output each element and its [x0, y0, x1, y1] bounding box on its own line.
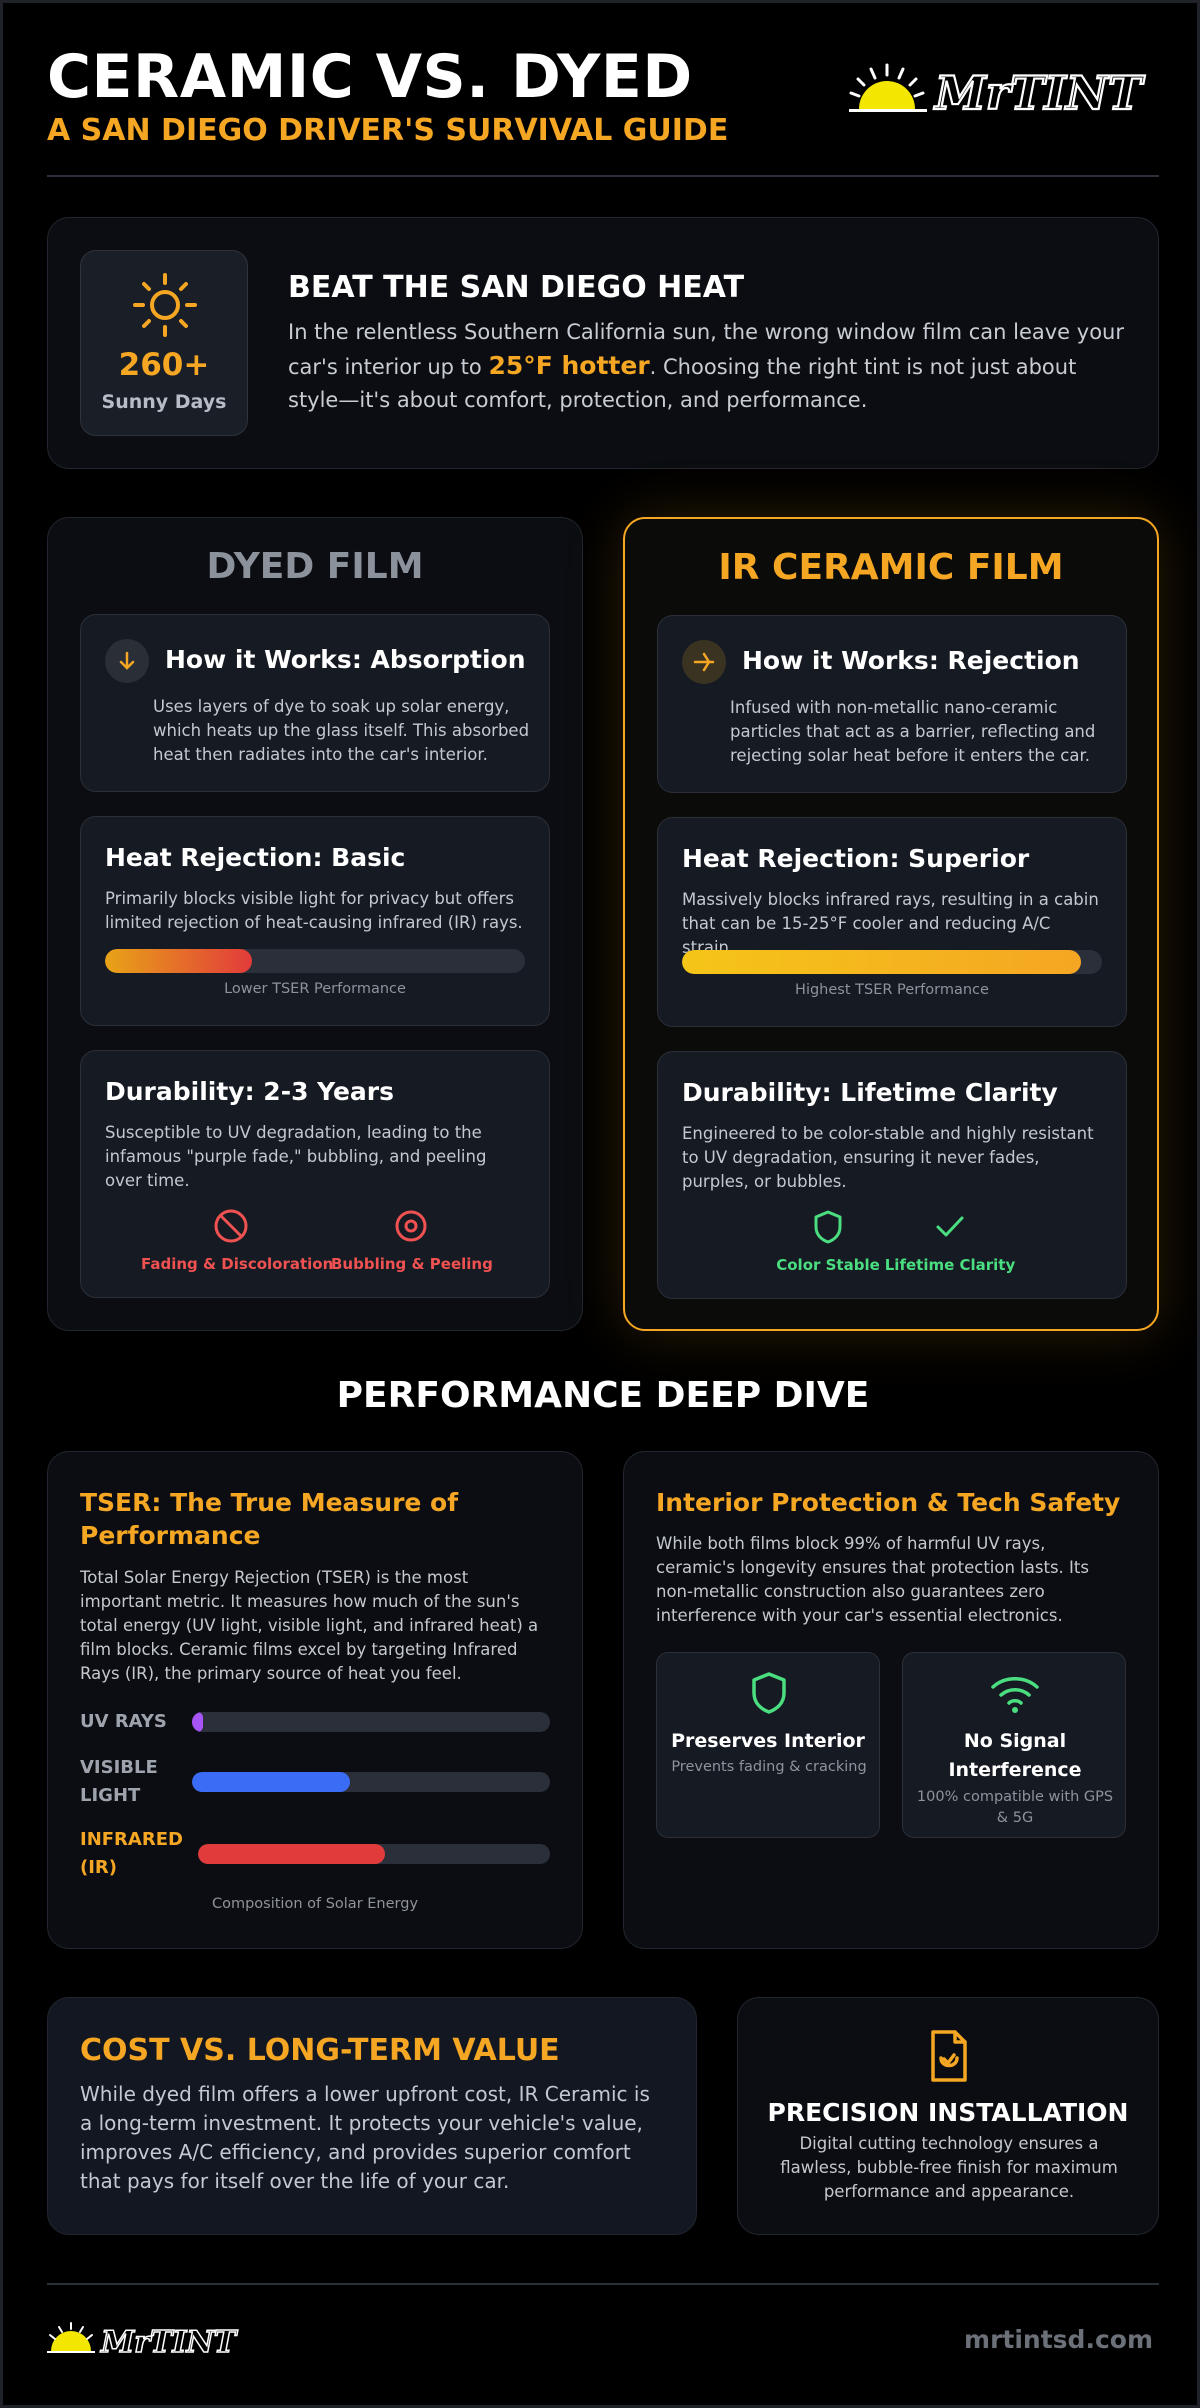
header-divider [47, 175, 1159, 177]
fading-label: Fading & Discoloration [141, 1255, 334, 1273]
fading-badge: Fading & Discoloration [141, 1207, 334, 1273]
visible-light-label: VISIBLE LIGHT [80, 1757, 158, 1806]
sunny-days-stat: 260+ Sunny Days [80, 250, 248, 436]
infrared-bar-fill [198, 1844, 385, 1864]
infrared-bar [198, 1844, 550, 1864]
bubbling-badge: Bubbling & Peeling [331, 1207, 493, 1273]
logo-wordmark: MrTINT [933, 66, 1146, 120]
target-icon [395, 1210, 427, 1242]
intro-heading: BEAT THE SAN DIEGO HEAT [288, 270, 745, 305]
shield-icon [814, 1210, 842, 1244]
document-check-icon [931, 2030, 967, 2082]
temperature-highlight: 25°F hotter [488, 351, 650, 380]
arrow-down-icon [105, 639, 149, 683]
tser-heading: TSER: The True Measure of Performance [80, 1488, 459, 1550]
no-signal-sub: 100% compatible with GPS & 5G [916, 1789, 1114, 1826]
reflect-icon [682, 640, 726, 684]
uv-rays-bar-fill [192, 1712, 203, 1732]
bubbling-label: Bubbling & Peeling [331, 1255, 493, 1273]
preserves-interior-title: Preserves Interior [671, 1730, 865, 1752]
dyed-heat-card: Heat Rejection: Basic Primarily blocks v… [80, 816, 550, 1026]
ceramic-how-title: How it Works: Rejection [742, 646, 1080, 675]
header: CERAMIC VS. DYED A SAN DIEGO DRIVER'S SU… [47, 43, 1159, 175]
footer-mrtint-logo: MrTINT [47, 2322, 240, 2361]
dyed-film-column: DYED FILM How it Works: Absorption Uses … [47, 517, 583, 1331]
interior-protection-card: Interior Protection & Tech Safety While … [623, 1451, 1159, 1949]
uv-rays-bar [192, 1712, 550, 1732]
footer-divider [47, 2283, 1159, 2285]
uv-rays-label: UV RAYS [80, 1711, 167, 1732]
lifetime-clarity-label: Lifetime Clarity [884, 1256, 1016, 1274]
dyed-durability-card: Durability: 2-3 Years Susceptible to UV … [80, 1050, 550, 1298]
dyed-heat-bar-fill [105, 949, 252, 973]
ceramic-durability-title: Durability: Lifetime Clarity [682, 1078, 1058, 1107]
prohibited-icon [214, 1209, 248, 1243]
dyed-how-title: How it Works: Absorption [165, 645, 526, 674]
dyed-durability-text: Susceptible to UV degradation, leading t… [105, 1123, 487, 1190]
preserves-interior-sub: Prevents fading & cracking [671, 1759, 867, 1775]
deep-dive-title: PERFORMANCE DEEP DIVE [336, 1375, 870, 1416]
no-signal-title: No Signal Interference [948, 1730, 1082, 1781]
dyed-heat-bar [105, 949, 525, 973]
lifetime-clarity-badge: Lifetime Clarity [880, 1208, 1020, 1274]
mrtint-logo: MrTINT [849, 63, 1147, 121]
sun-logo-icon [849, 63, 927, 112]
dyed-heat-caption: Lower TSER Performance [224, 981, 406, 997]
tser-text: Total Solar Energy Rejection (TSER) is t… [80, 1568, 539, 1683]
ceramic-film-column: IR CERAMIC FILM How it Works: Rejection … [623, 517, 1159, 1331]
color-stable-label: Color Stable [776, 1256, 880, 1274]
ceramic-heat-text: Massively blocks infrared rays, resultin… [682, 890, 1099, 957]
ceramic-heat-caption: Highest TSER Performance [795, 982, 989, 998]
sunny-days-label: Sunny Days [101, 391, 227, 413]
installation-heading: PRECISION INSTALLATION [767, 2098, 1129, 2127]
dyed-film-title: DYED FILM [206, 546, 424, 587]
sun-icon [133, 273, 197, 337]
visible-light-row: VISIBLE LIGHT [80, 1754, 550, 1814]
tser-card: TSER: The True Measure of Performance To… [47, 1451, 583, 1949]
ceramic-film-title: IR CERAMIC FILM [718, 547, 1064, 588]
preserves-interior-feature: Preserves Interior Prevents fading & cra… [656, 1652, 880, 1838]
interior-heading: Interior Protection & Tech Safety [656, 1488, 1121, 1517]
ceramic-heat-title: Heat Rejection: Superior [682, 844, 1030, 873]
infrared-row: INFRARED (IR) [80, 1826, 550, 1886]
visible-light-bar [192, 1772, 550, 1792]
installation-text: Digital cutting technology ensures a fla… [780, 2134, 1118, 2201]
cost-value-card: COST VS. LONG-TERM VALUE While dyed film… [47, 1997, 697, 2235]
shield-icon [752, 1672, 786, 1714]
ceramic-durability-card: Durability: Lifetime Clarity Engineered … [657, 1051, 1127, 1299]
page-title: CERAMIC VS. DYED [47, 42, 693, 112]
dyed-how-card: How it Works: Absorption Uses layers of … [80, 614, 550, 792]
sun-logo-icon [47, 2322, 95, 2353]
wifi-icon [991, 1677, 1039, 1713]
cost-text: While dyed film offers a lower upfront c… [80, 2082, 650, 2193]
dyed-heat-text: Primarily blocks visible light for priva… [105, 889, 523, 932]
intro-text: In the relentless Southern California su… [288, 320, 1124, 412]
ceramic-heat-bar-fill [682, 950, 1081, 974]
page-subtitle: A SAN DIEGO DRIVER'S SURVIVAL GUIDE [47, 113, 729, 148]
interior-text: While both films block 99% of harmful UV… [656, 1534, 1089, 1625]
ceramic-heat-card: Heat Rejection: Superior Massively block… [657, 817, 1127, 1027]
uv-rays-row: UV RAYS [80, 1708, 550, 1738]
ceramic-durability-text: Engineered to be color-stable and highly… [682, 1124, 1094, 1191]
dyed-how-text: Uses layers of dye to soak up solar ener… [153, 697, 530, 764]
sunny-days-value: 260+ [118, 347, 210, 383]
footer-logo-wordmark: MrTINT [100, 2325, 239, 2360]
ceramic-heat-bar [682, 950, 1102, 974]
intro-card: 260+ Sunny Days BEAT THE SAN DIEGO HEAT … [47, 217, 1159, 469]
ceramic-how-card: How it Works: Rejection Infused with non… [657, 615, 1127, 793]
composition-caption: Composition of Solar Energy [211, 1896, 419, 1912]
visible-light-bar-fill [192, 1772, 350, 1792]
installation-card: PRECISION INSTALLATION Digital cutting t… [737, 1997, 1159, 2235]
website-link[interactable]: mrtintsd.com [964, 2325, 1153, 2354]
infrared-label: INFRARED (IR) [80, 1829, 183, 1878]
dyed-heat-title: Heat Rejection: Basic [105, 843, 406, 872]
cost-heading: COST VS. LONG-TERM VALUE [80, 2033, 560, 2068]
dyed-durability-title: Durability: 2-3 Years [105, 1077, 395, 1106]
ceramic-how-text: Infused with non-metallic nano-ceramic p… [730, 698, 1096, 765]
color-stable-badge: Color Stable [768, 1208, 888, 1274]
checkmark-icon [936, 1216, 964, 1237]
no-signal-interference-feature: No Signal Interference 100% compatible w… [902, 1652, 1126, 1838]
